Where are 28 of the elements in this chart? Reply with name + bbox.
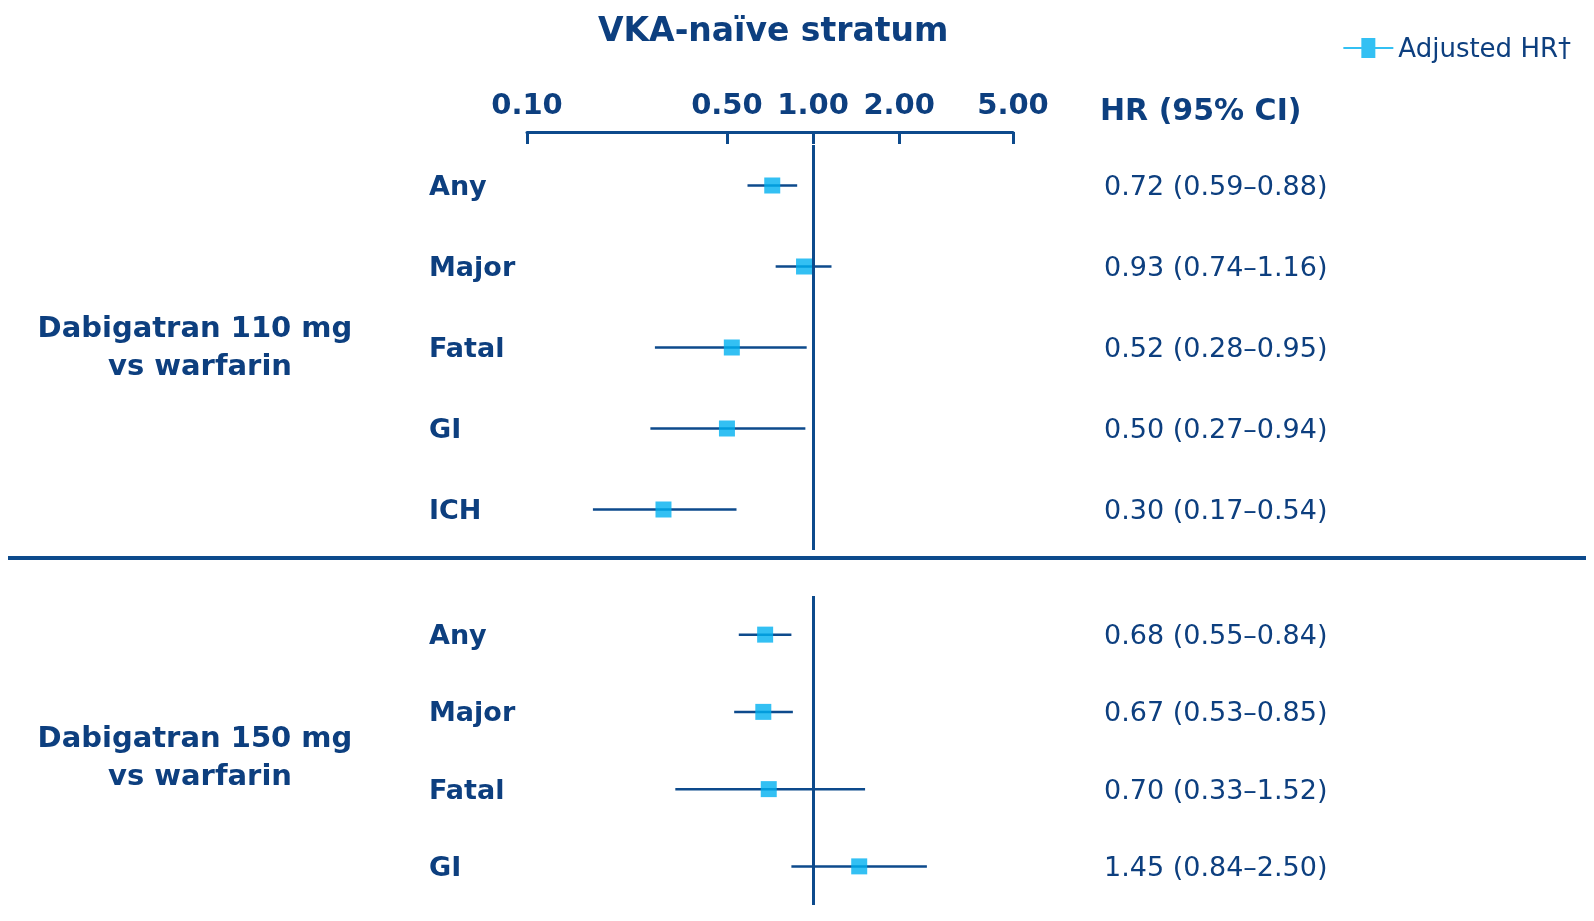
text: HR (95% CI): [1100, 91, 1302, 127]
y-axis-title: Dabigatran 110 mg vs warfarin: [37, 309, 363, 382]
data-label: 1.45 (0.84–2.50): [1104, 850, 1328, 882]
y-tick-label: Any: [429, 170, 488, 201]
data-label: 0.68 (0.55–0.84): [1104, 619, 1328, 651]
data-label: 0.30 (0.17–0.54): [1104, 494, 1328, 525]
chart-title: VKA-naïve stratum: [598, 10, 949, 49]
data-label: 0.50 (0.27–0.94): [1104, 413, 1328, 444]
x-tick-label: 1.00: [777, 86, 849, 121]
legend-label: Adjusted HR†: [1398, 33, 1571, 63]
y-tick-label: GI: [429, 413, 462, 444]
data-label: 0.93 (0.74–1.16): [1104, 251, 1328, 282]
y-tick-label: Major: [429, 251, 516, 282]
y-tick-label: Major: [429, 696, 516, 728]
y-tick-label: Fatal: [429, 332, 505, 363]
data-label: 0.52 (0.28–0.95): [1104, 332, 1328, 363]
data-label: 0.72 (0.59–0.88): [1104, 170, 1328, 201]
y-tick-label: Any: [429, 619, 488, 651]
data-label: 0.70 (0.33–1.52): [1104, 773, 1328, 805]
y-tick-label: ICH: [429, 494, 482, 525]
data-label: 0.67 (0.53–0.85): [1104, 696, 1328, 728]
x-tick-label: 0.10: [491, 86, 563, 121]
y-tick-label: GI: [429, 850, 462, 882]
x-tick-label: 2.00: [863, 86, 935, 121]
y-axis-title: Dabigatran 150 mg vs warfarin: [37, 720, 363, 792]
x-tick-label: 5.00: [977, 86, 1049, 121]
y-tick-label: Fatal: [429, 773, 505, 805]
x-tick-label: 0.50: [691, 86, 763, 121]
